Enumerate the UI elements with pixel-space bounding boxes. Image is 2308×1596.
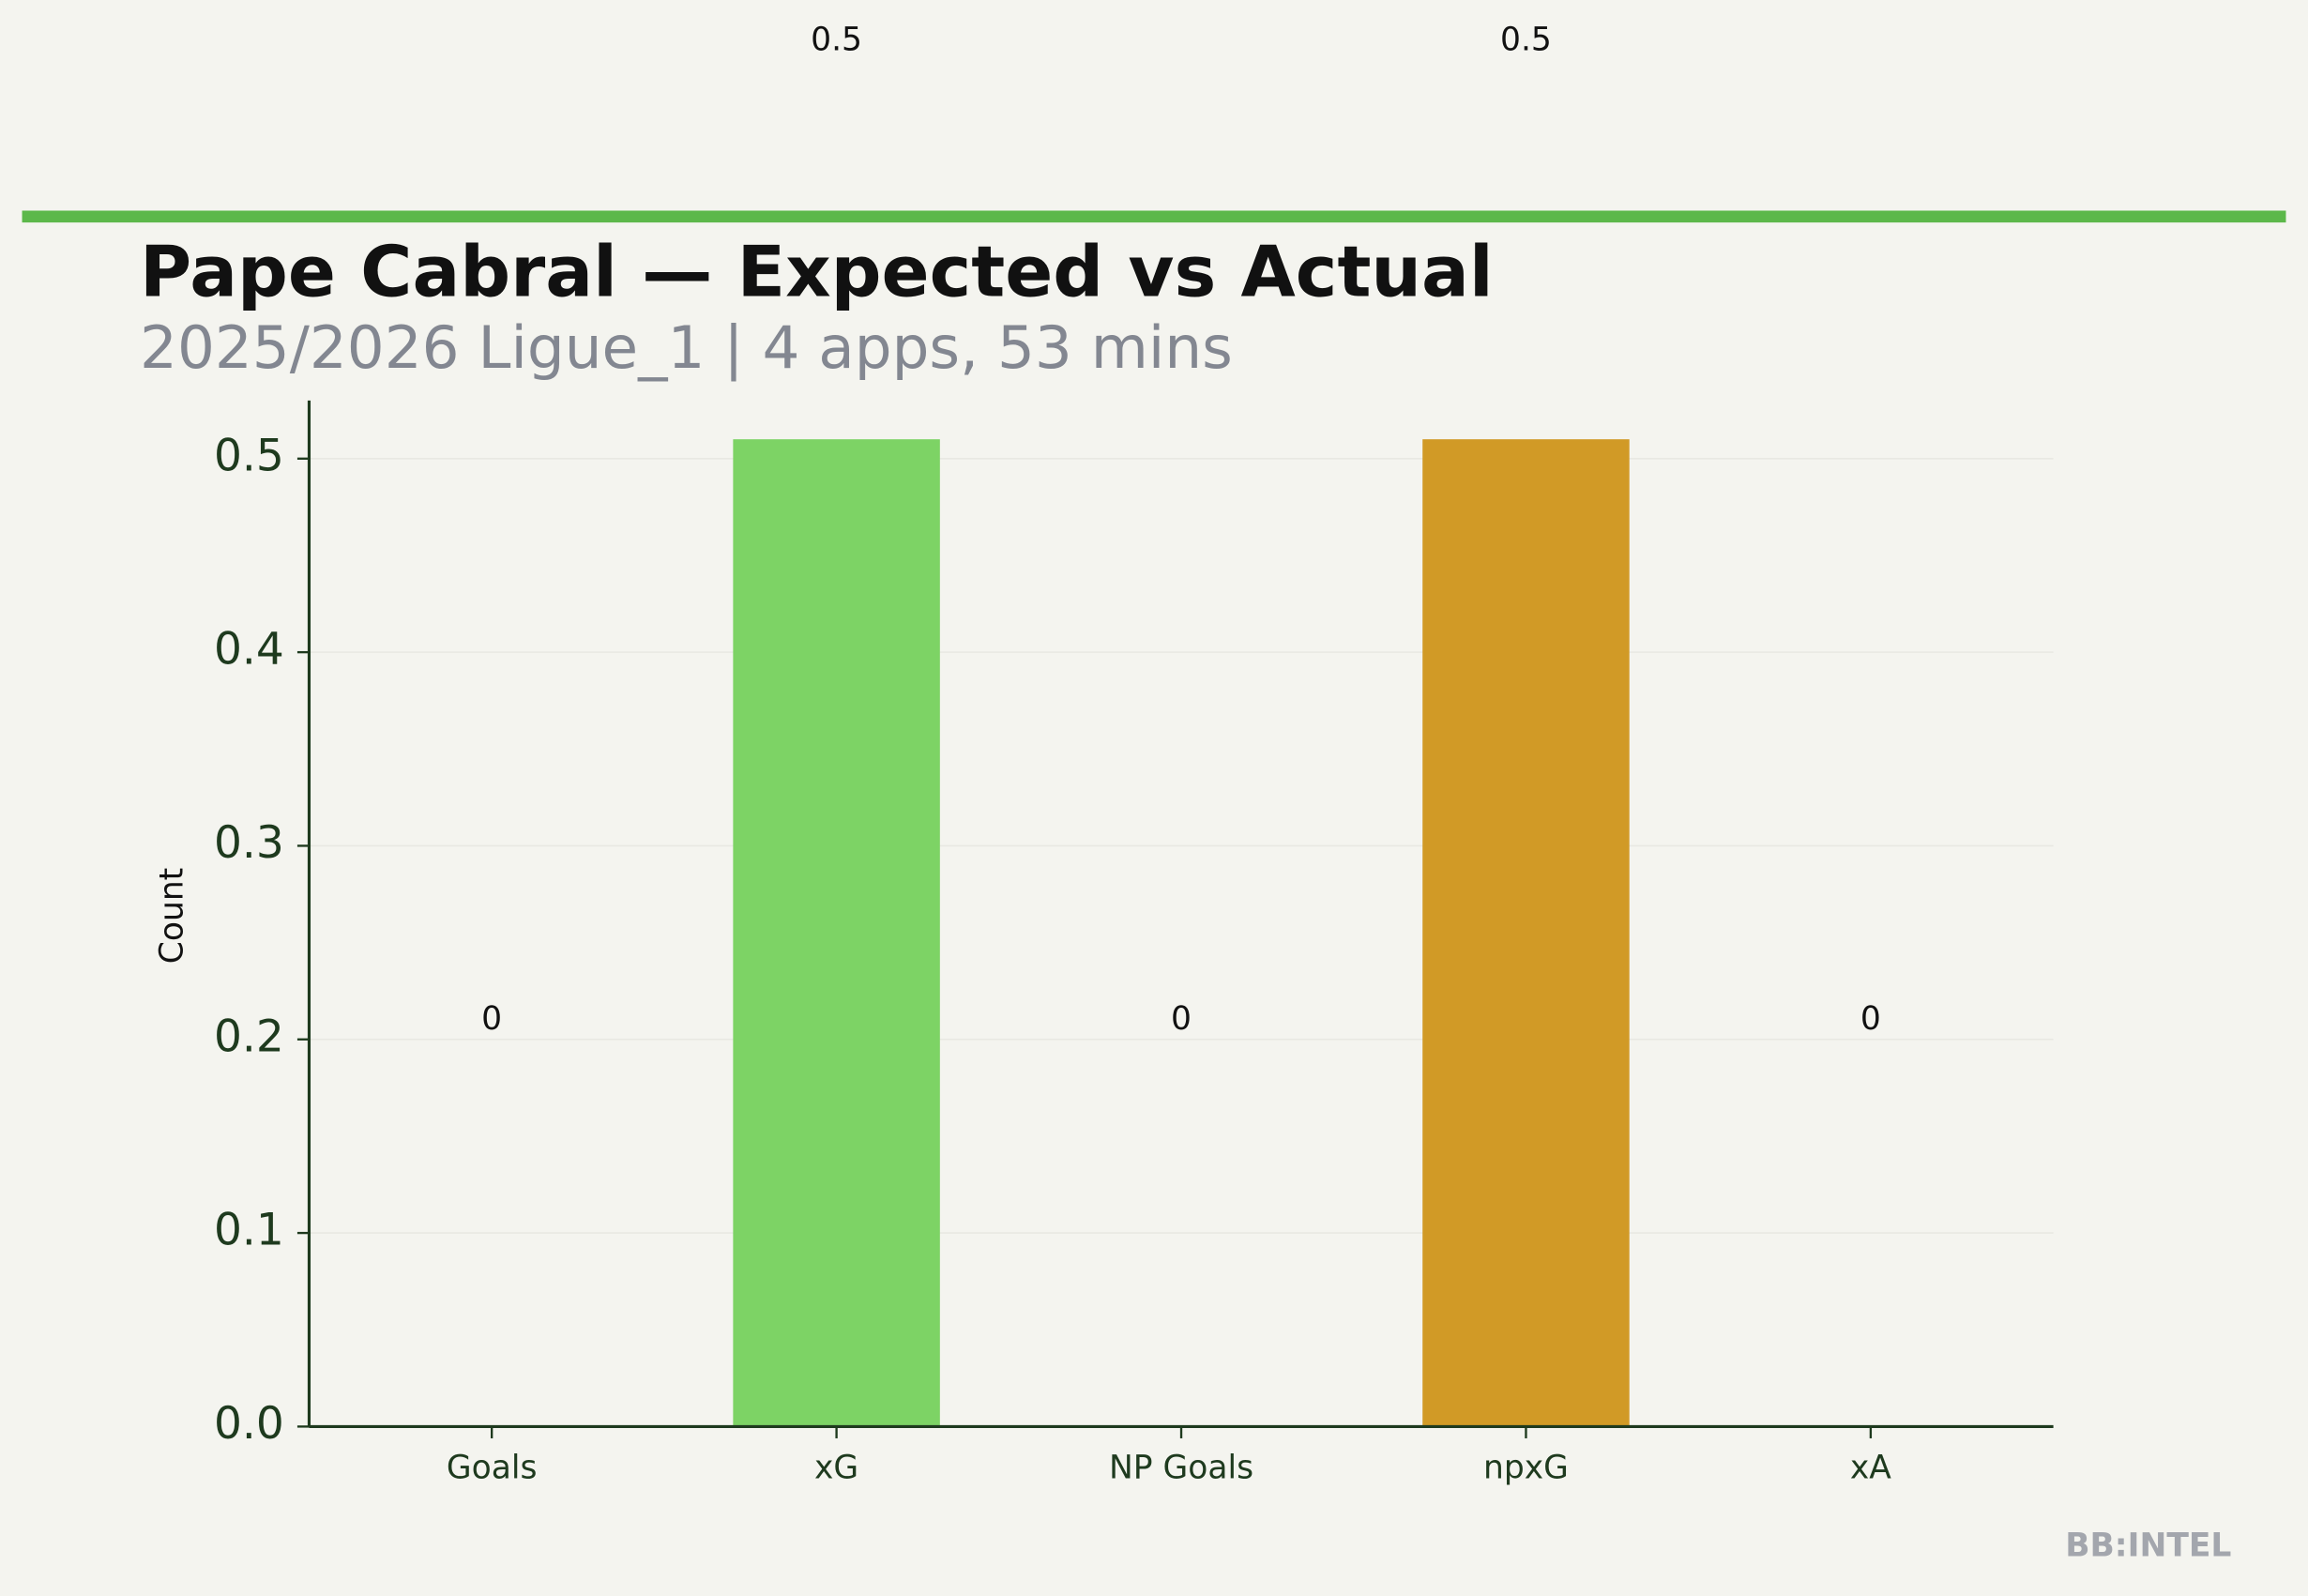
y-tick-label: 0.5 [214,430,284,481]
bar [1422,439,1630,1427]
data-label: 0 [1171,1000,1192,1038]
x-tick-label: xA [1850,1449,1891,1486]
data-label: 0 [1860,1000,1881,1038]
data-label: 0 [481,1000,502,1038]
y-tick-label: 0.3 [214,817,284,869]
y-tick-label: 0.0 [214,1398,284,1450]
x-tick-label: xG [814,1449,858,1486]
x-tick-label: Goals [447,1449,538,1486]
watermark: BB:INTEL [2065,1528,2231,1565]
x-tick-label: NP Goals [1109,1449,1253,1486]
chart-subtitle: 2025/2026 Ligue_1 | 4 apps, 53 mins [140,313,1233,383]
y-axis-label: Count [154,868,191,964]
chart-title: Pape Cabral — Expected vs Actual [140,231,1494,313]
y-tick-label: 0.2 [214,1011,284,1062]
data-label: 0.5 [1500,22,1552,59]
x-tick-label: npxG [1483,1449,1569,1486]
data-label: 0.5 [811,22,862,59]
bar [733,439,940,1427]
y-tick-label: 0.4 [214,624,284,676]
y-tick-label: 0.1 [214,1205,284,1256]
